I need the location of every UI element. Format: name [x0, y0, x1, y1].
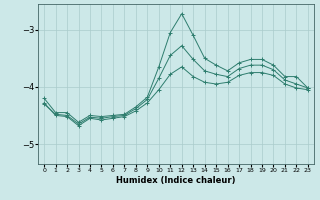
X-axis label: Humidex (Indice chaleur): Humidex (Indice chaleur): [116, 176, 236, 185]
